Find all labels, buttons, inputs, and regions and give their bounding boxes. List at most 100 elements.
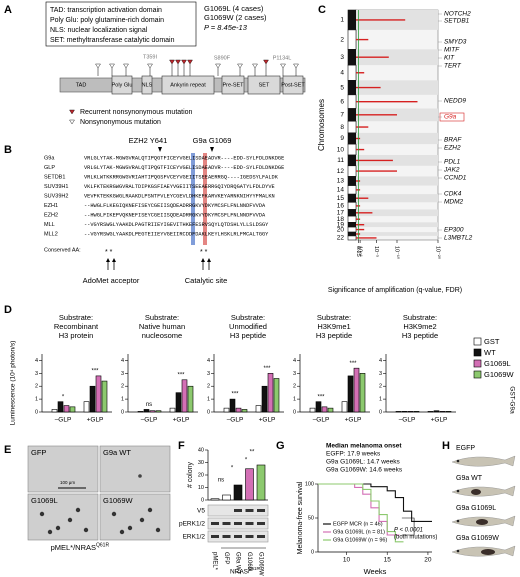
chromosome-label: 20 <box>337 226 345 233</box>
chromosome-band <box>347 29 357 50</box>
y-tick-label: 2 <box>379 384 382 390</box>
conserved-mark: * * <box>105 249 113 256</box>
domain-label: Pre-SET <box>222 82 244 88</box>
bar <box>267 373 274 413</box>
chromosome-label: 14 <box>337 187 345 194</box>
chromosome-label: 4 <box>340 69 344 76</box>
y-tick-label: 0 <box>35 409 38 415</box>
bar <box>187 385 194 413</box>
colony <box>67 517 73 523</box>
blot-band <box>222 535 231 538</box>
legend-text: Poly Glu: poly glutamine-rich domain <box>50 17 164 24</box>
fish-eye <box>456 459 460 463</box>
significance: *** <box>177 372 185 378</box>
sequence: VRLKLWTKKRRGWGVRIAHTIPQGSFVCEYVGEIITSEEA… <box>84 174 279 180</box>
subplot-title: Substrate: <box>145 313 179 322</box>
mutation-marker <box>215 63 221 69</box>
chromosome-label: 3 <box>340 54 344 61</box>
y-tick-label: 4 <box>35 358 38 364</box>
y-tick-label: 0 <box>201 497 204 503</box>
y-tick-label: 10 <box>198 485 204 491</box>
y-tick-label: 1 <box>293 397 296 403</box>
onset-text: G9a G1069W: 14.6 weeks <box>326 467 403 474</box>
band-shade <box>356 209 438 217</box>
gene-label: L3MBTL2 <box>444 235 473 242</box>
lane-label: G1069W <box>257 552 263 576</box>
fish-label: G9a WT <box>456 475 483 482</box>
y-tick-label: 0 <box>293 409 296 415</box>
y-tick-label: 3 <box>379 371 382 377</box>
chromosome-label: 22 <box>337 235 345 242</box>
colony <box>155 527 161 533</box>
arrowhead <box>106 258 110 262</box>
significance: * <box>245 458 248 464</box>
bar <box>223 407 230 413</box>
chromosome-band <box>347 176 357 186</box>
bar <box>309 407 316 413</box>
chromosome-band <box>347 231 357 237</box>
significance: *** <box>91 368 99 374</box>
chromosome-label: 18 <box>337 216 345 223</box>
blot-band <box>234 535 242 538</box>
group-superscript: Q61R <box>248 566 261 571</box>
gene-label: PDL1 <box>444 159 461 166</box>
axis-label: # colony <box>187 461 194 488</box>
subplot-title: H3 peptide <box>402 331 438 340</box>
chromosome-band <box>347 185 357 195</box>
group-label: –GLP <box>55 417 72 424</box>
blot-band <box>211 522 219 525</box>
arrowhead <box>201 258 205 262</box>
x-tick-label: 10⁻¹ <box>357 246 363 257</box>
y-tick-label: 4 <box>293 358 296 364</box>
chromosome-label: 8 <box>340 124 344 131</box>
fish-label: G9a G1069L <box>456 505 496 512</box>
micrograph <box>27 493 99 541</box>
blot-band <box>245 509 254 512</box>
chromosome-band <box>347 80 357 96</box>
image-label: G1069L <box>31 496 58 505</box>
significance: ns <box>218 478 224 484</box>
mutation-marker <box>187 59 193 65</box>
chromosome-label: 11 <box>337 157 344 164</box>
survival-curve <box>318 483 404 543</box>
lane-label: G9a WT <box>234 552 240 575</box>
y-tick-label: 2 <box>293 384 296 390</box>
legend-swatch <box>473 348 482 357</box>
axis-label: Chromosomes <box>317 99 326 151</box>
protein-name: SUV39H1 <box>44 184 68 190</box>
y641-column <box>191 153 195 245</box>
band-shade <box>356 80 438 95</box>
legend-text: EGFP MCR (n = 46) <box>333 521 383 527</box>
x-tick-label: 10⁻⁵ <box>373 246 380 257</box>
sequence: VRLGLYTAK-MGWGVRALQTIPQGTFICEYVGELISDAEA… <box>84 155 284 161</box>
axis-label: Luminescence (10⁴ photon/s) <box>10 341 17 426</box>
chromosome-label: 7 <box>340 112 344 119</box>
bar <box>433 410 440 413</box>
legend-text: G1069L <box>484 359 511 368</box>
mutation-marker <box>109 63 115 69</box>
gene-label: CCND1 <box>444 175 467 182</box>
bar <box>315 401 322 413</box>
band-shade <box>356 49 438 66</box>
domain-label: NLS <box>142 82 153 88</box>
y-tick-label: 4 <box>121 358 124 364</box>
chromosome-band <box>347 64 357 81</box>
gene-label: TERT <box>444 63 462 70</box>
domain-label: TAD <box>76 82 87 88</box>
key-text: Nonsynonymous mutation <box>80 119 161 126</box>
case-count: G1069L (4 cases) <box>204 4 264 13</box>
tumor <box>476 519 488 525</box>
bar <box>57 401 64 413</box>
site-arrow <box>158 147 162 152</box>
significance-bracket <box>401 517 415 536</box>
group-label: +GLP <box>259 417 276 424</box>
domain-label: Poly Glu <box>112 82 133 88</box>
legend-text: SET: methyltransferase catalytic domain <box>50 37 175 44</box>
colony <box>127 525 133 531</box>
blot-label: V5 <box>197 508 205 515</box>
chromosome-label: 12 <box>337 168 345 175</box>
gene-label: EZH2 <box>444 145 461 152</box>
subplot-title: H3 peptide <box>316 331 352 340</box>
y-tick-label: 1 <box>207 397 210 403</box>
chromosome-band <box>347 9 357 31</box>
